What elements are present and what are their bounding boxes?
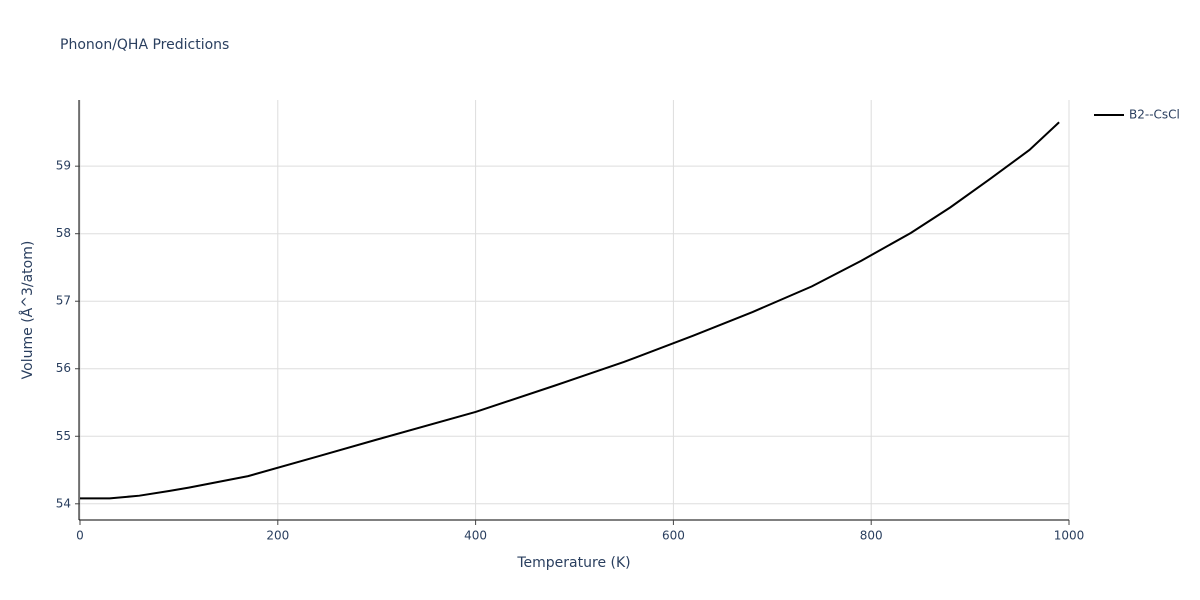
y-tick-label: 57 <box>56 294 71 308</box>
x-tick-label: 200 <box>266 529 289 543</box>
legend-label: B2--CsCl <box>1129 108 1180 122</box>
chart-title: Phonon/QHA Predictions <box>60 37 229 53</box>
x-tick-label: 600 <box>662 529 685 543</box>
x-tick-label: 0 <box>76 529 84 543</box>
y-tick-label: 58 <box>56 226 71 240</box>
data-line <box>80 121 1060 500</box>
x-tick-label: 1000 <box>1054 529 1085 543</box>
x-tick-label: 400 <box>464 529 487 543</box>
y-tick-label: 56 <box>56 361 71 375</box>
x-axis-label: Temperature (K) <box>516 555 630 571</box>
y-tick-label: 54 <box>56 496 71 510</box>
y-tick-label: 59 <box>56 159 71 173</box>
y-tick-label: 55 <box>56 429 71 443</box>
x-tick-label: 800 <box>860 529 883 543</box>
y-axis-label: Volume (Å^3/atom) <box>19 241 36 380</box>
